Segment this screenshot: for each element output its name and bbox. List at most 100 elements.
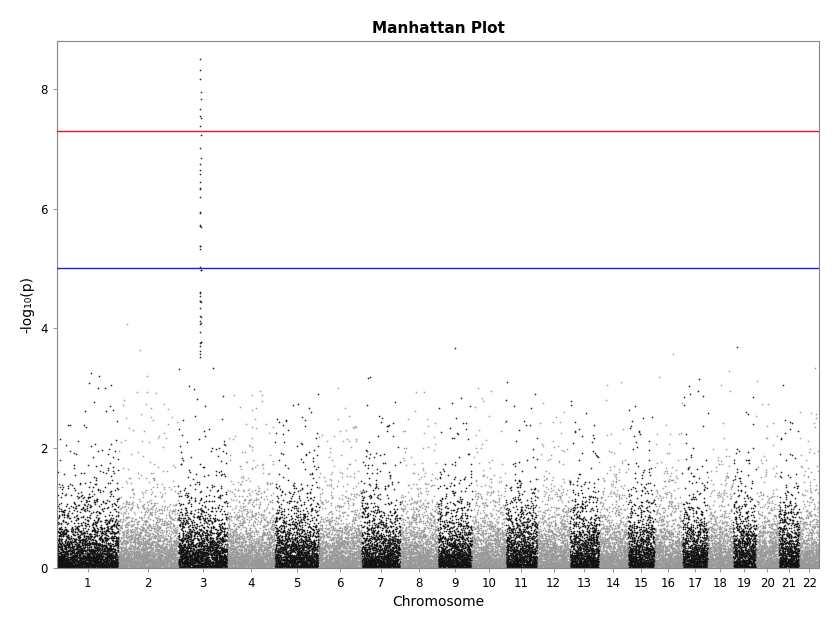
Point — [613, 556, 627, 566]
Point — [517, 548, 530, 558]
Point — [773, 562, 786, 572]
Point — [291, 546, 305, 556]
Point — [635, 534, 648, 544]
Point — [747, 561, 760, 571]
Point — [275, 556, 288, 566]
Point — [769, 529, 783, 539]
Point — [491, 535, 505, 545]
Point — [209, 554, 223, 564]
Point — [353, 542, 366, 552]
Point — [711, 560, 724, 570]
Point — [155, 557, 169, 567]
Point — [405, 537, 418, 547]
Point — [770, 554, 784, 564]
Point — [346, 498, 360, 508]
Point — [663, 557, 676, 567]
Point — [657, 563, 670, 573]
Point — [644, 498, 658, 508]
Point — [627, 562, 640, 572]
Point — [333, 522, 347, 532]
Point — [218, 525, 231, 536]
Point — [333, 547, 346, 558]
Point — [339, 532, 352, 542]
Point — [341, 541, 354, 551]
Point — [141, 539, 155, 549]
Point — [323, 527, 336, 537]
Point — [225, 547, 239, 557]
Point — [663, 534, 676, 544]
Point — [648, 530, 662, 540]
Point — [736, 562, 749, 572]
Point — [582, 540, 596, 550]
Point — [794, 558, 807, 568]
Point — [669, 559, 682, 569]
Point — [756, 556, 769, 566]
Point — [748, 534, 761, 544]
Point — [440, 559, 454, 569]
Point — [426, 541, 439, 551]
Point — [791, 534, 805, 544]
Point — [545, 554, 559, 564]
Point — [581, 538, 595, 548]
Point — [302, 559, 316, 569]
Point — [122, 537, 135, 547]
Point — [595, 549, 608, 559]
Point — [492, 540, 506, 550]
Point — [801, 559, 814, 570]
Point — [417, 539, 430, 549]
Point — [810, 561, 823, 571]
Point — [127, 561, 140, 571]
Point — [97, 556, 111, 566]
Point — [321, 558, 334, 568]
Point — [100, 546, 113, 556]
Point — [192, 562, 206, 572]
Point — [421, 549, 434, 559]
Point — [429, 554, 443, 564]
Point — [268, 556, 281, 566]
Point — [323, 553, 337, 563]
Point — [168, 553, 181, 563]
Point — [89, 556, 102, 566]
Point — [242, 540, 255, 550]
Point — [521, 563, 534, 573]
Point — [732, 558, 745, 568]
Point — [509, 558, 522, 568]
Point — [186, 549, 200, 559]
Point — [512, 548, 525, 558]
Point — [291, 559, 305, 570]
Point — [645, 411, 659, 421]
Point — [512, 549, 525, 559]
Point — [271, 562, 285, 572]
Point — [203, 545, 217, 555]
Point — [488, 496, 501, 507]
Point — [121, 554, 134, 564]
Point — [492, 536, 506, 546]
Point — [438, 546, 451, 556]
Point — [160, 549, 173, 559]
Point — [655, 520, 669, 530]
Point — [206, 560, 219, 570]
Point — [312, 556, 325, 566]
Point — [587, 514, 601, 524]
Point — [680, 527, 694, 537]
Point — [793, 558, 806, 568]
Point — [96, 504, 109, 514]
Point — [428, 553, 441, 563]
Point — [491, 557, 505, 567]
Point — [266, 558, 280, 568]
Point — [478, 534, 491, 544]
Point — [514, 559, 528, 569]
Point — [254, 555, 267, 565]
Point — [633, 550, 647, 560]
Point — [198, 515, 212, 525]
Point — [311, 551, 324, 561]
Point — [99, 549, 113, 559]
Point — [740, 529, 753, 539]
Point — [641, 539, 654, 549]
Point — [603, 525, 617, 535]
Point — [668, 561, 681, 571]
Point — [369, 554, 382, 564]
Point — [520, 522, 533, 532]
Point — [208, 553, 222, 563]
Point — [585, 538, 598, 548]
